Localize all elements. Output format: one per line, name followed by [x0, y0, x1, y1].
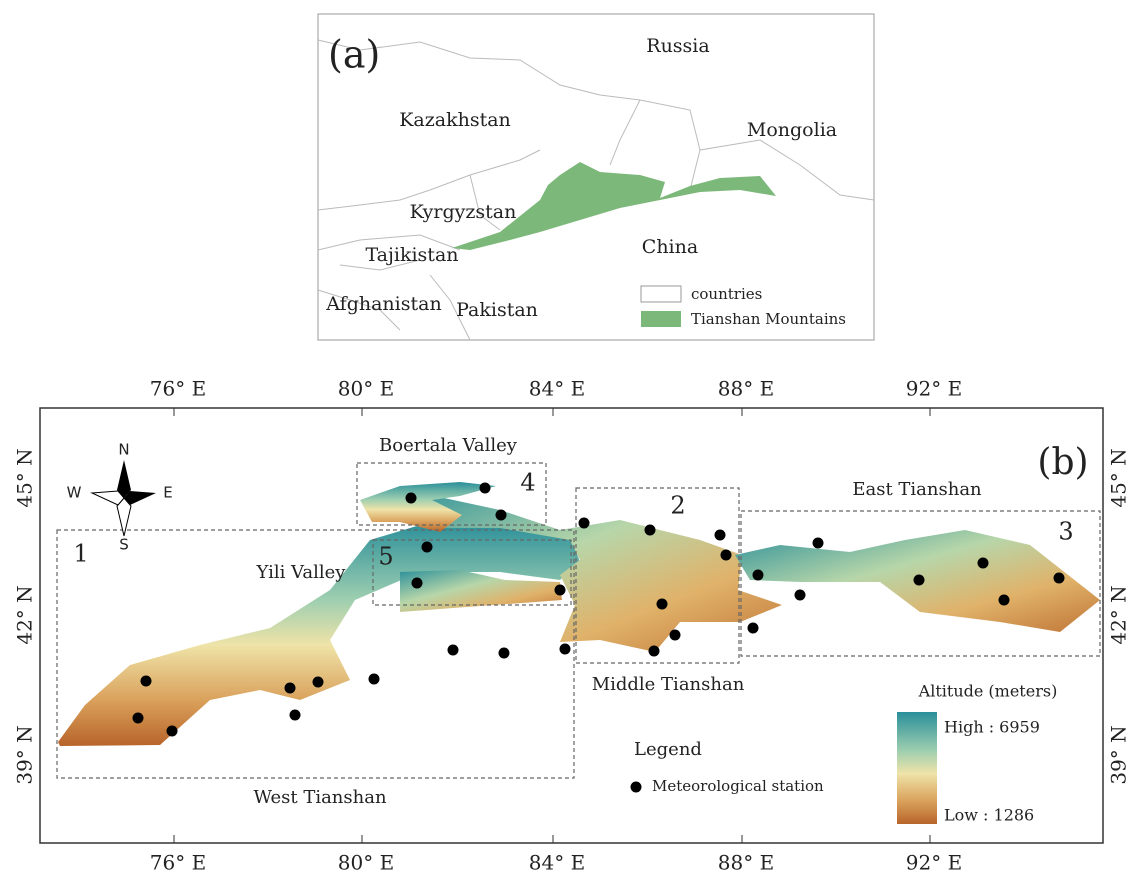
compass-label: E	[163, 484, 172, 502]
station	[795, 590, 806, 601]
country-label: Russia	[646, 35, 709, 57]
legend-label: Meteorological station	[652, 777, 824, 795]
station	[813, 538, 824, 549]
region-name: West Tianshan	[253, 787, 387, 808]
region-name: East Tianshan	[852, 479, 982, 500]
figure: (a) Russia Kazakhstan Mongolia Kyrgyzsta…	[0, 0, 1139, 881]
compass-label: N	[118, 441, 129, 459]
legend-label: countries	[691, 285, 762, 303]
lon-label: 92° E	[906, 851, 962, 875]
lon-label: 88° E	[718, 851, 774, 875]
region-number: 1	[73, 540, 88, 568]
legend-label: Tianshan Mountains	[691, 310, 846, 328]
compass-label: W	[67, 484, 82, 502]
lat-label: 39° N	[1107, 725, 1131, 784]
region-number: 3	[1058, 518, 1073, 546]
station	[753, 570, 764, 581]
lon-label: 80° E	[338, 851, 394, 875]
lon-label: 76° E	[150, 851, 206, 875]
station	[499, 648, 510, 659]
country-label: Tajikistan	[365, 244, 458, 266]
region-number: 2	[670, 492, 685, 520]
lon-label: 84° E	[529, 851, 585, 875]
lat-label: 45° N	[1107, 448, 1131, 507]
station	[649, 646, 660, 657]
country-label: Afghanistan	[325, 293, 441, 315]
station	[657, 599, 668, 610]
country-label: China	[642, 236, 698, 258]
region-number: 5	[378, 543, 393, 571]
legend-swatch	[641, 286, 681, 302]
station	[290, 710, 301, 721]
station	[313, 677, 324, 688]
altitude-low: Low : 1286	[944, 806, 1034, 825]
station	[715, 530, 726, 541]
station	[670, 630, 681, 641]
station	[999, 595, 1010, 606]
region-number: 4	[520, 469, 535, 497]
station	[285, 683, 296, 694]
station	[141, 676, 152, 687]
station	[1054, 573, 1065, 584]
country-label: Mongolia	[747, 119, 837, 141]
altitude-colorbar	[897, 712, 937, 824]
lat-label: 45° N	[13, 448, 37, 507]
station	[978, 558, 989, 569]
legend-title: Legend	[634, 739, 702, 760]
panel-label: (a)	[328, 33, 380, 77]
lon-label: 92° E	[906, 377, 962, 401]
country-label: Pakistan	[456, 299, 538, 321]
station	[422, 542, 433, 553]
country-label: Kazakhstan	[399, 109, 511, 131]
station	[448, 645, 459, 656]
lat-label: 39° N	[13, 725, 37, 784]
country-label: Kyrgyzstan	[410, 201, 517, 223]
station	[748, 623, 759, 634]
station	[645, 525, 656, 536]
station	[555, 585, 566, 596]
panel-b: N S W E (b) 1 West Tianshan 2 Middle Tia…	[13, 377, 1131, 875]
lon-label: 88° E	[718, 377, 774, 401]
lon-label: 80° E	[338, 377, 394, 401]
region-name: Boertala Valley	[379, 435, 518, 456]
station	[133, 713, 144, 724]
legend-swatch	[641, 311, 681, 327]
altitude-high: High : 6959	[944, 718, 1040, 737]
compass-label: S	[119, 536, 129, 554]
station	[480, 483, 491, 494]
station	[914, 575, 925, 586]
region-name: Middle Tianshan	[592, 674, 745, 695]
station	[412, 578, 423, 589]
station	[560, 644, 571, 655]
legend-station-marker	[631, 782, 642, 793]
lon-label: 84° E	[529, 377, 585, 401]
lat-label: 42° N	[13, 585, 37, 644]
station	[496, 510, 507, 521]
station	[167, 726, 178, 737]
station	[721, 550, 732, 561]
panel-a: (a) Russia Kazakhstan Mongolia Kyrgyzsta…	[318, 14, 874, 340]
station	[369, 674, 380, 685]
panel-label: (b)	[1037, 442, 1088, 483]
station	[579, 518, 590, 529]
altitude-title: Altitude (meters)	[918, 682, 1058, 701]
lon-label: 76° E	[150, 377, 206, 401]
station	[406, 493, 417, 504]
region-name: Yili Valley	[256, 562, 347, 583]
lat-label: 42° N	[1107, 585, 1131, 644]
